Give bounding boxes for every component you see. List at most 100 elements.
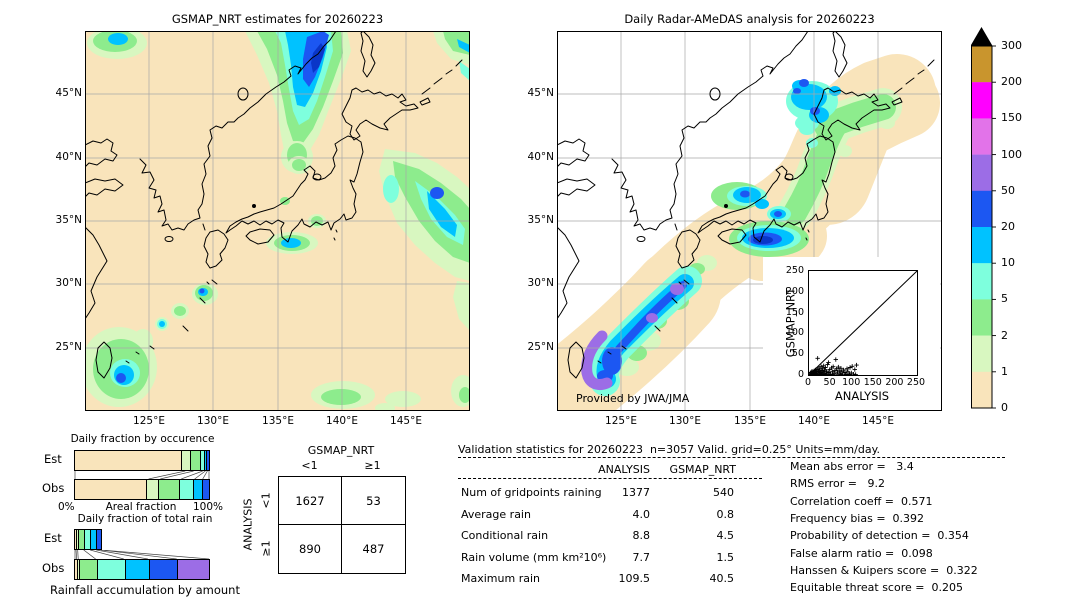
bar-segment <box>75 480 146 499</box>
stats-gsmap-value: 540 <box>713 486 734 499</box>
scatter-point <box>841 367 846 373</box>
stats-row-label: Maximum rain <box>461 572 540 586</box>
totalrain-est-bar <box>74 529 103 550</box>
scatter-point <box>854 362 859 368</box>
scatter-point <box>817 367 822 373</box>
bar-segment <box>181 451 191 470</box>
lat-tick-label: 45°N <box>527 87 554 99</box>
bar-segment <box>145 480 159 499</box>
bar-segment <box>84 530 91 549</box>
inset-y-axis-label: GSMAP_NRT <box>783 287 798 358</box>
colorbar-tick-label: 100 <box>1001 147 1022 161</box>
score-line: Correlation coeff = 0.571 <box>790 494 933 508</box>
radar-precip-blobs <box>557 54 940 411</box>
inset-x-tick-label: 200 <box>885 377 904 388</box>
colorbar-overflow-triangle <box>971 27 993 47</box>
stats-gsmap-value: 1.5 <box>716 550 735 564</box>
score-line: Equitable threat score = 0.205 <box>790 581 963 595</box>
colorbar-tick-label: 20 <box>1001 220 1015 233</box>
gsmap-precip-blobs <box>85 31 470 411</box>
inset-x-tick-label: 50 <box>823 377 836 388</box>
bar-segment <box>75 451 182 470</box>
occurrence-chart-title: Daily fraction by occurence <box>70 433 215 445</box>
stats-row-label: Num of gridpoints raining <box>461 486 602 499</box>
scatter-point <box>823 365 828 370</box>
stats-analysis-value: 1377 <box>622 486 650 499</box>
bar-segment <box>96 560 125 579</box>
bar-segment <box>177 560 210 579</box>
lat-tick-label: 30°N <box>527 277 554 289</box>
occurrence-obs-label: Obs <box>42 481 65 495</box>
contingency-col-header: GSMAP_NRT <box>307 444 375 457</box>
bar-segment <box>206 451 209 470</box>
stats-gsmap-value: 4.5 <box>716 529 735 543</box>
contingency-row-header: ANALYSIS <box>241 498 255 551</box>
bar-segment <box>190 451 200 470</box>
totalrain-chart-title: Daily fraction of total rain <box>77 513 213 525</box>
bar-segment <box>75 530 76 549</box>
bar-segment <box>199 451 204 470</box>
scatter-inset-plot <box>807 270 918 378</box>
left-map-title: GSMAP_NRT estimates for 20260223 <box>171 12 384 26</box>
contingency-false-alarm-cell: 53 <box>342 477 405 525</box>
lon-tick-label: 135°E <box>734 415 766 427</box>
bar-segment <box>75 560 77 579</box>
colorbar-tick-label: 1 <box>1001 364 1008 378</box>
occurrence-est-bar <box>74 450 210 471</box>
colorbar-tick-label: 5 <box>1001 292 1008 306</box>
stats-title-divider <box>458 457 1005 458</box>
occurrence-x-label: Areal fraction <box>105 501 177 513</box>
stats-col-analysis: ANALYSIS <box>598 463 650 476</box>
score-line: False alarm ratio = 0.098 <box>790 546 933 560</box>
colorbar-band <box>972 263 992 300</box>
bar-segment <box>158 480 180 499</box>
inset-x-tick-label: 250 <box>906 377 926 388</box>
stats-analysis-value: 4.0 <box>632 507 651 521</box>
gsmap-precipitation-map <box>85 31 470 411</box>
stats-gsmap-value: 0.8 <box>716 507 735 521</box>
colorbar <box>971 27 996 409</box>
scatter-point <box>836 364 841 370</box>
contingency-col-label-lt1: <1 <box>301 459 318 472</box>
colorbar-band <box>972 118 992 155</box>
scatter-point <box>844 366 850 371</box>
bar-segment <box>201 480 209 499</box>
totalrain-obs-bar <box>74 559 210 580</box>
stats-row-label: Conditional rain <box>461 529 549 543</box>
lat-tick-label: 40°N <box>55 151 82 163</box>
stats-row-label: Average rain <box>461 507 531 521</box>
lon-tick-label: 125°E <box>133 415 165 427</box>
contingency-col-label-ge1: ≥1 <box>364 459 381 472</box>
provided-by-credit: Provided by JWA/JMA <box>576 392 690 405</box>
lat-tick-label: 30°N <box>55 277 82 289</box>
lon-tick-label: 145°E <box>862 415 894 427</box>
stats-row-label: Rain volume (mm km²10⁶) <box>461 550 607 564</box>
bar-segment <box>78 530 85 549</box>
stats-analysis-value: 8.8 <box>632 529 651 543</box>
colorbar-tick-label: 50 <box>1001 183 1015 197</box>
bar-segment <box>76 560 80 579</box>
bar-segment <box>193 480 202 499</box>
colorbar-tick-label: 150 <box>1001 111 1022 125</box>
lon-tick-label: 130°E <box>669 415 701 427</box>
contingency-table: 1627 53 890 487 <box>278 476 406 574</box>
bar-segment <box>96 530 102 549</box>
scatter-point <box>837 368 842 374</box>
inset-y-tick-label: 0 <box>797 369 804 380</box>
inset-x-tick-label: 100 <box>842 377 861 388</box>
contingency-row-label-lt1: <1 <box>259 492 273 509</box>
lat-tick-label: 35°N <box>55 214 82 226</box>
occurrence-x-min: 0% <box>58 501 75 513</box>
totalrain-fan-lines <box>74 550 210 559</box>
colorbar-band <box>972 335 992 372</box>
score-line: RMS error = 9.2 <box>790 477 885 491</box>
scatter-points-layer <box>807 270 918 378</box>
colorbar-band <box>972 299 992 336</box>
scatter-point <box>833 357 838 362</box>
lat-tick-label: 45°N <box>55 87 82 99</box>
score-line: Frequency bias = 0.392 <box>790 511 925 525</box>
stats-header-divider <box>458 478 762 479</box>
inset-y-tick-label: 150 <box>785 306 804 318</box>
scatter-point <box>826 360 831 365</box>
inset-y-tick-label: 250 <box>785 265 804 276</box>
